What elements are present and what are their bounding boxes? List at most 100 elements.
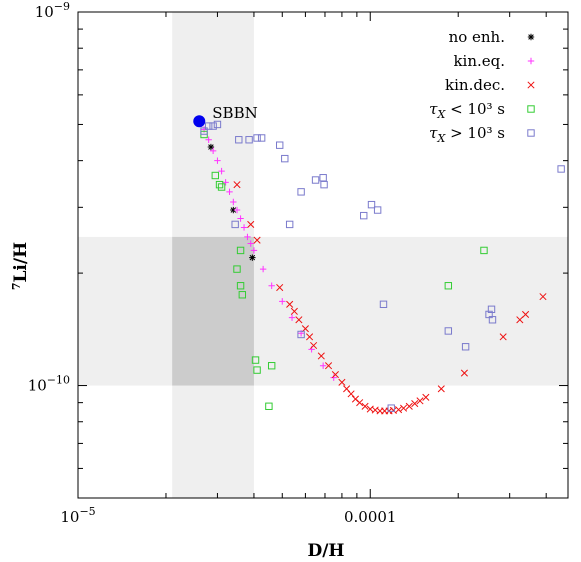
data-point-shape xyxy=(405,402,413,410)
data-point-shape xyxy=(487,305,496,314)
data-point-shape xyxy=(281,154,289,163)
data-point-shape xyxy=(231,220,239,229)
data-point-shape xyxy=(207,143,215,151)
data-point-shape xyxy=(288,314,296,321)
y-tick-label-exp: −9 xyxy=(54,0,70,13)
data-point xyxy=(387,404,395,412)
legend-marker-shape xyxy=(527,57,535,65)
legend-label-tau: τ xyxy=(429,100,438,118)
data-point xyxy=(222,179,229,186)
legend-entry: kin.dec. xyxy=(445,76,535,94)
data-point-shape xyxy=(230,198,237,206)
data-point-shape xyxy=(499,333,507,341)
data-point-shape xyxy=(379,300,388,309)
data-point xyxy=(240,224,248,231)
data-point-shape xyxy=(387,404,395,412)
data-point xyxy=(306,333,314,341)
plot-frame xyxy=(77,11,569,499)
y-tick-label-base: 10 xyxy=(35,3,54,21)
data-point xyxy=(379,300,388,309)
data-point xyxy=(204,122,213,130)
data-point-shape xyxy=(265,402,273,410)
data-point xyxy=(285,220,294,229)
legend-entry: kin.eq. xyxy=(453,52,535,70)
data-point xyxy=(422,393,430,401)
data-point-shape xyxy=(253,366,261,374)
data-point xyxy=(267,362,276,370)
legend-label: kin.eq. xyxy=(453,52,505,70)
data-point xyxy=(233,265,241,273)
data-point-shape xyxy=(324,362,333,370)
data-point xyxy=(367,200,376,209)
data-point-shape xyxy=(213,120,222,129)
legend-entry: τX < 10³ s xyxy=(429,100,535,121)
data-point-shape xyxy=(557,165,565,173)
data-point xyxy=(259,265,267,273)
data-point xyxy=(310,341,318,350)
data-point xyxy=(460,369,468,377)
data-point-shape xyxy=(250,247,258,254)
data-point xyxy=(230,198,237,206)
data-point-shape xyxy=(209,147,217,155)
data-point xyxy=(268,282,275,289)
data-point-shape xyxy=(444,327,453,335)
legend-label: no enh. xyxy=(449,28,505,46)
data-point xyxy=(330,374,337,381)
data-point-shape xyxy=(310,341,318,350)
series-0 xyxy=(207,143,256,261)
data-point xyxy=(233,206,241,214)
data-point xyxy=(319,362,327,369)
data-point-shape xyxy=(209,122,217,130)
data-point xyxy=(297,330,305,339)
data-point xyxy=(205,136,212,143)
data-point xyxy=(499,333,507,341)
data-point-shape xyxy=(233,206,241,214)
data-point xyxy=(250,247,258,254)
y-axis-title-main: Li/H xyxy=(11,242,31,283)
data-point-shape xyxy=(238,291,247,299)
data-point xyxy=(437,385,445,393)
y-tick-label: 10−10 xyxy=(28,374,70,395)
data-point xyxy=(231,220,239,229)
data-point xyxy=(209,122,217,130)
data-point-shape xyxy=(290,307,298,315)
data-point xyxy=(236,282,245,290)
data-point-shape xyxy=(338,378,346,386)
legend: no enh.kin.eq.kin.dec.τX < 10³ sτX > 10³… xyxy=(429,28,535,145)
overlap-band xyxy=(172,236,254,386)
data-point-shape xyxy=(361,402,369,410)
data-point-shape xyxy=(373,206,382,214)
data-point-shape xyxy=(259,265,267,273)
data-point xyxy=(295,316,303,324)
data-point xyxy=(217,183,226,191)
data-point xyxy=(235,136,243,144)
data-point-shape xyxy=(253,134,261,142)
data-point-shape xyxy=(222,179,229,186)
data-point xyxy=(360,211,368,220)
data-point xyxy=(444,327,453,335)
data-point xyxy=(290,307,298,315)
x-tick-label-exp: −5 xyxy=(79,505,95,518)
data-point-shape xyxy=(461,343,470,351)
data-point xyxy=(244,233,251,241)
data-point-shape xyxy=(437,385,445,393)
data-point xyxy=(207,143,215,151)
data-point xyxy=(416,397,424,405)
axis-ticks xyxy=(77,11,568,499)
data-point-shape xyxy=(236,246,245,255)
data-point-shape xyxy=(522,310,530,319)
data-point-shape xyxy=(240,224,248,231)
data-markers xyxy=(200,120,565,415)
data-point xyxy=(516,316,524,324)
data-point xyxy=(317,352,325,360)
data-point-shape xyxy=(245,136,253,144)
data-point xyxy=(324,362,333,370)
legend-label: τX < 10³ s xyxy=(429,100,505,121)
data-point xyxy=(215,180,224,189)
data-point xyxy=(444,282,453,290)
data-point-shape xyxy=(367,200,376,209)
data-point xyxy=(557,165,565,173)
data-point-shape xyxy=(268,282,275,289)
data-point-shape xyxy=(306,333,314,341)
